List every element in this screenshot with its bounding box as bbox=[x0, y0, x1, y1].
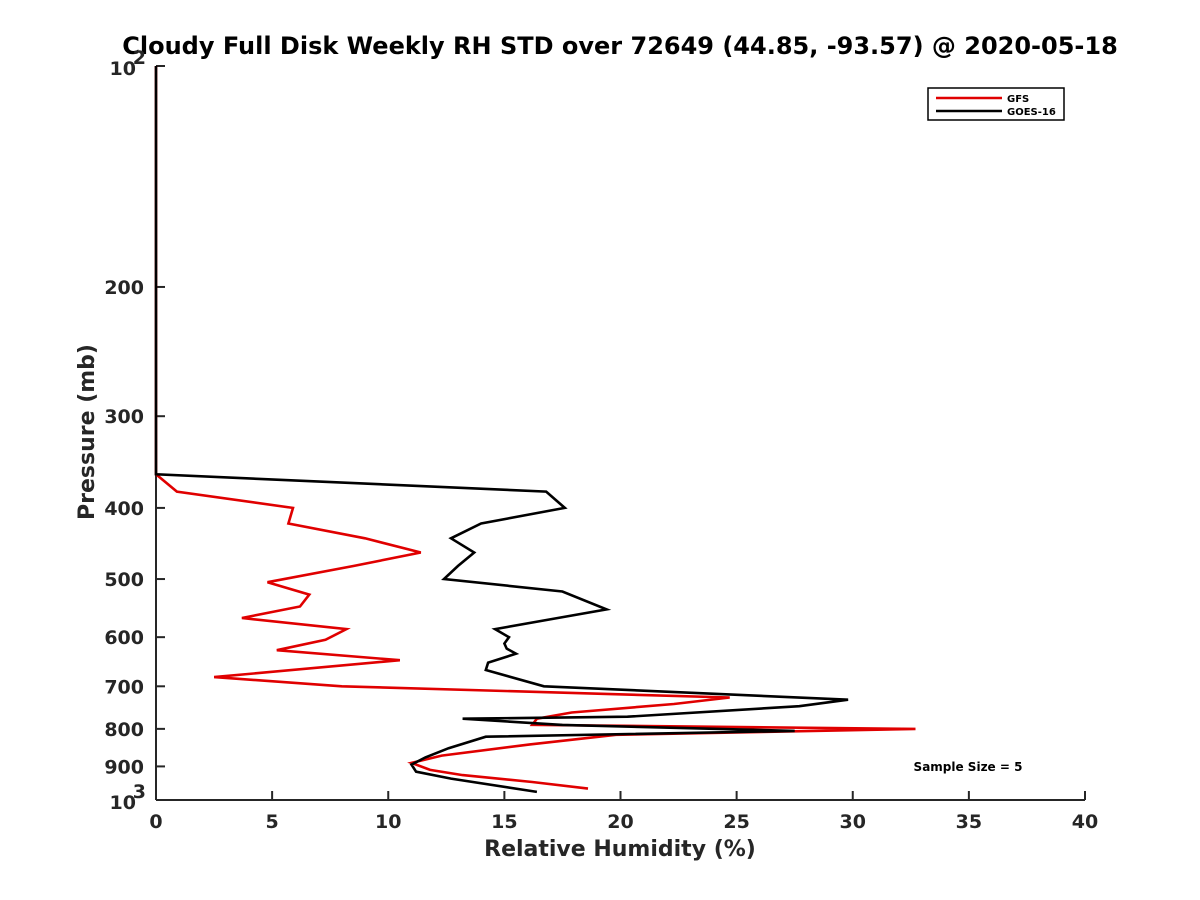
y-tick-label: 600 bbox=[104, 627, 144, 649]
y-tick-label-base: 10 bbox=[110, 58, 136, 80]
legend: GFS GOES-16 bbox=[927, 87, 1065, 121]
y-tick-label: 400 bbox=[104, 498, 144, 520]
x-tick-label: 35 bbox=[956, 811, 982, 833]
x-tick-label: 20 bbox=[607, 811, 633, 833]
legend-label: GOES-16 bbox=[1007, 107, 1056, 118]
x-tick-label: 40 bbox=[1072, 811, 1098, 833]
x-tick-label: 0 bbox=[149, 811, 162, 833]
y-tick-label-exponent: 2 bbox=[133, 47, 146, 69]
x-axis-label: Relative Humidity (%) bbox=[484, 837, 756, 862]
x-tick-label: 30 bbox=[840, 811, 866, 833]
y-tick-label: 500 bbox=[104, 569, 144, 591]
series-line-goes-16 bbox=[154, 66, 849, 794]
y-tick-label: 200 bbox=[104, 277, 144, 299]
series-group bbox=[154, 66, 916, 794]
sample-size-annotation: Sample Size = 5 bbox=[914, 760, 1023, 774]
y-axis-label: Pressure (mb) bbox=[75, 344, 100, 520]
y-tick-label-exponent: 3 bbox=[133, 781, 146, 803]
chart-title: Cloudy Full Disk Weekly RH STD over 7264… bbox=[122, 32, 1118, 60]
x-tick-label: 25 bbox=[723, 811, 749, 833]
y-tick-label: 700 bbox=[104, 676, 144, 698]
x-tick-label: 15 bbox=[491, 811, 517, 833]
series-line-gfs bbox=[154, 66, 916, 790]
x-axis: 0 5 10 15 20 25 30 35 40 bbox=[149, 791, 1098, 833]
x-tick-label: 5 bbox=[266, 811, 279, 833]
y-tick-label-base: 10 bbox=[110, 792, 136, 814]
y-tick-label: 900 bbox=[104, 756, 144, 778]
y-tick-label: 300 bbox=[104, 406, 144, 428]
legend-label: GFS bbox=[1007, 94, 1029, 105]
x-tick-label: 10 bbox=[375, 811, 401, 833]
y-tick-label: 800 bbox=[104, 719, 144, 741]
legend-box bbox=[927, 87, 1065, 121]
